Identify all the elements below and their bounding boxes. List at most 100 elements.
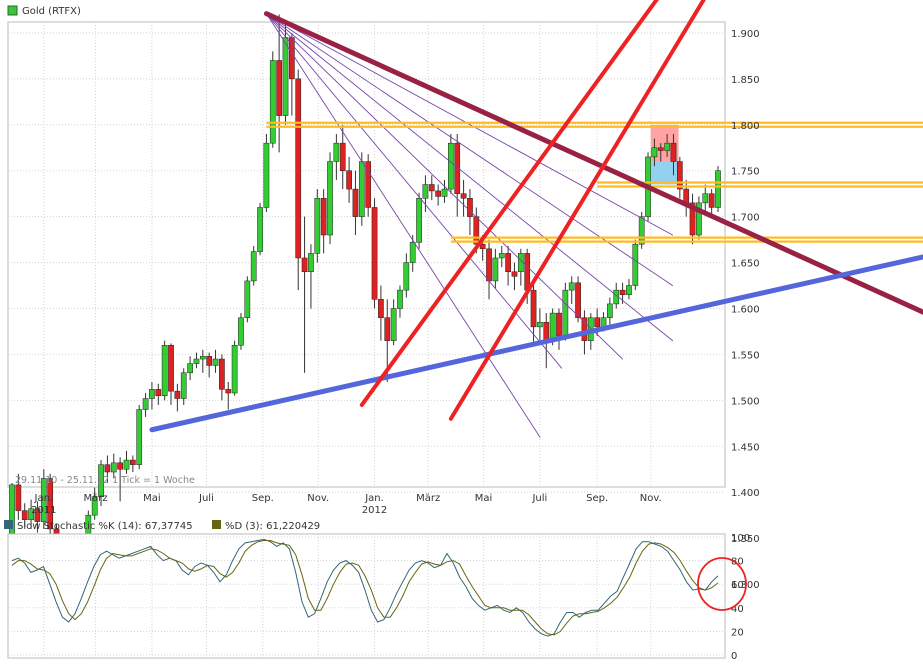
candle (346, 156, 352, 203)
fan-line (265, 13, 563, 369)
candle (257, 202, 263, 256)
candle (657, 143, 664, 162)
candle (187, 356, 193, 381)
main-grid (7, 21, 726, 585)
candle (289, 32, 295, 116)
stoch-lines (11, 538, 719, 637)
x-tick-label: Nov. (640, 493, 662, 504)
d-legend: %D (3): 61,220429 (225, 521, 320, 532)
y-tick-label: 1.450 (731, 442, 760, 453)
candle (422, 175, 429, 213)
stoch-d-line (11, 540, 719, 636)
candle (15, 473, 22, 520)
stoch-tick-label: 20 (731, 627, 744, 638)
candle (40, 469, 47, 529)
x-tick-label: Nov. (307, 493, 329, 504)
candle (492, 248, 499, 289)
x-tick-label: März (416, 493, 440, 504)
candle (206, 352, 213, 378)
candle (47, 473, 54, 540)
candle (238, 313, 244, 350)
y-tick-label: 1.400 (731, 488, 760, 499)
x-tick-label: Jan. (364, 493, 384, 504)
candle (715, 166, 721, 213)
x-year-label: 2012 (362, 505, 387, 516)
trendline (149, 254, 923, 433)
candle (607, 297, 613, 326)
candle (670, 133, 677, 176)
stoch-tick-label: 40 (731, 604, 744, 615)
candle (129, 455, 136, 473)
candle (314, 189, 321, 263)
candle (110, 453, 117, 479)
trendline (263, 11, 923, 315)
x-tick-label: Juli (531, 493, 547, 504)
candle (161, 340, 168, 401)
candle (537, 308, 543, 346)
k-legend-marker (4, 520, 13, 529)
candle (498, 246, 505, 268)
candle (676, 156, 683, 199)
highlight-circle (697, 557, 747, 611)
candle (689, 193, 696, 245)
chart-title: Gold (RTFX) (22, 6, 81, 17)
candle (511, 262, 518, 291)
d-legend-marker (212, 520, 221, 529)
fan-line (265, 13, 674, 286)
y-tick-label: 1.550 (731, 350, 760, 361)
trendline (359, 0, 659, 407)
stoch-tick-label: 0 (731, 651, 737, 662)
candle (448, 133, 454, 194)
candle (117, 457, 123, 502)
candle (632, 239, 639, 291)
candle (174, 383, 181, 412)
candle (562, 282, 569, 341)
stoch-y-axis: 0 20 40 60 80 100 (731, 533, 750, 662)
candle (505, 246, 511, 286)
candle (365, 154, 372, 217)
candle (626, 279, 632, 300)
candle (428, 175, 435, 201)
candle (390, 299, 397, 346)
main-plot-frame (7, 21, 726, 488)
candle (371, 198, 378, 309)
title-marker (7, 5, 18, 16)
x-tick-label: Sep. (586, 493, 608, 504)
candle (34, 501, 41, 533)
y-tick-label: 1.750 (731, 167, 760, 178)
candle (282, 23, 289, 125)
y-tick-label: 1.700 (731, 213, 760, 224)
fan-line (265, 13, 624, 360)
candle (136, 404, 143, 470)
stoch-tick-label: 60 (731, 580, 744, 591)
fan-line (265, 13, 674, 342)
candle (104, 455, 111, 484)
candle (352, 170, 359, 236)
candle (708, 189, 715, 217)
stoch-tick-label: 80 (731, 557, 744, 568)
candle (651, 138, 658, 167)
candle (263, 133, 270, 213)
y-tick-label: 1.600 (731, 305, 760, 316)
candle (568, 276, 575, 304)
candle (231, 340, 238, 396)
fan-line (265, 13, 541, 438)
candle (460, 179, 467, 217)
y-tick-label: 1.900 (731, 29, 760, 40)
candle (454, 133, 461, 217)
candle (301, 216, 308, 373)
fan-lines (265, 13, 674, 438)
candle (149, 381, 155, 410)
candle (441, 179, 448, 203)
y-tick-label: 1.650 (731, 259, 760, 270)
candle (180, 368, 187, 405)
x-tick-label: Mai (475, 493, 493, 504)
x-tick-label: Jan. (34, 493, 54, 504)
zone (650, 161, 679, 185)
candle (123, 450, 130, 474)
candle (295, 69, 302, 291)
candle (575, 276, 581, 323)
candle (28, 499, 34, 529)
